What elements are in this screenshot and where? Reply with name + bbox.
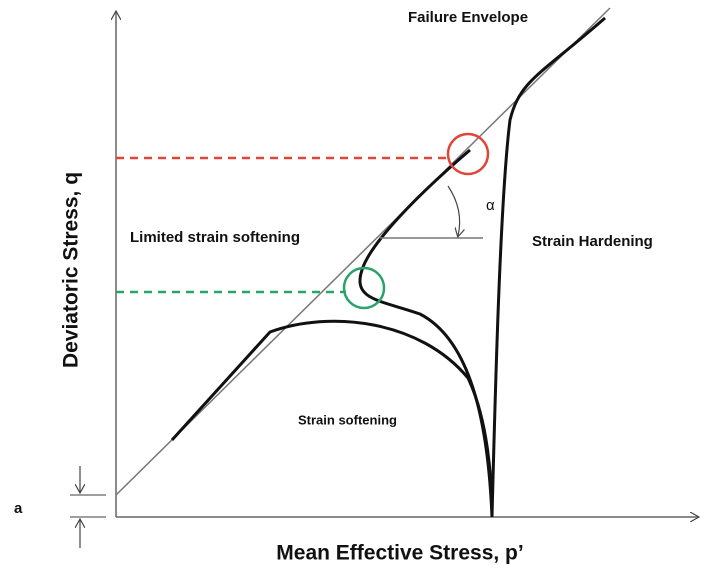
y-axis-label: Deviatoric Stress, q xyxy=(60,172,83,368)
softening-label: Strain softening xyxy=(298,412,397,427)
alpha-arc xyxy=(447,185,460,236)
alpha-label: α xyxy=(486,197,495,214)
a-label: a xyxy=(14,500,23,517)
red-circle xyxy=(446,132,490,176)
strain-hardening-curve xyxy=(490,16,606,518)
limited-softening-curve xyxy=(358,148,494,518)
green-circle xyxy=(342,266,386,310)
limited-label: Limited strain softening xyxy=(130,229,300,246)
failure-envelope-label: Failure Envelope xyxy=(408,9,528,26)
x-axis-label: Mean Effective Stress, p’ xyxy=(276,542,523,565)
failure-envelope-line xyxy=(115,7,611,496)
hardening-label: Strain Hardening xyxy=(532,233,653,250)
